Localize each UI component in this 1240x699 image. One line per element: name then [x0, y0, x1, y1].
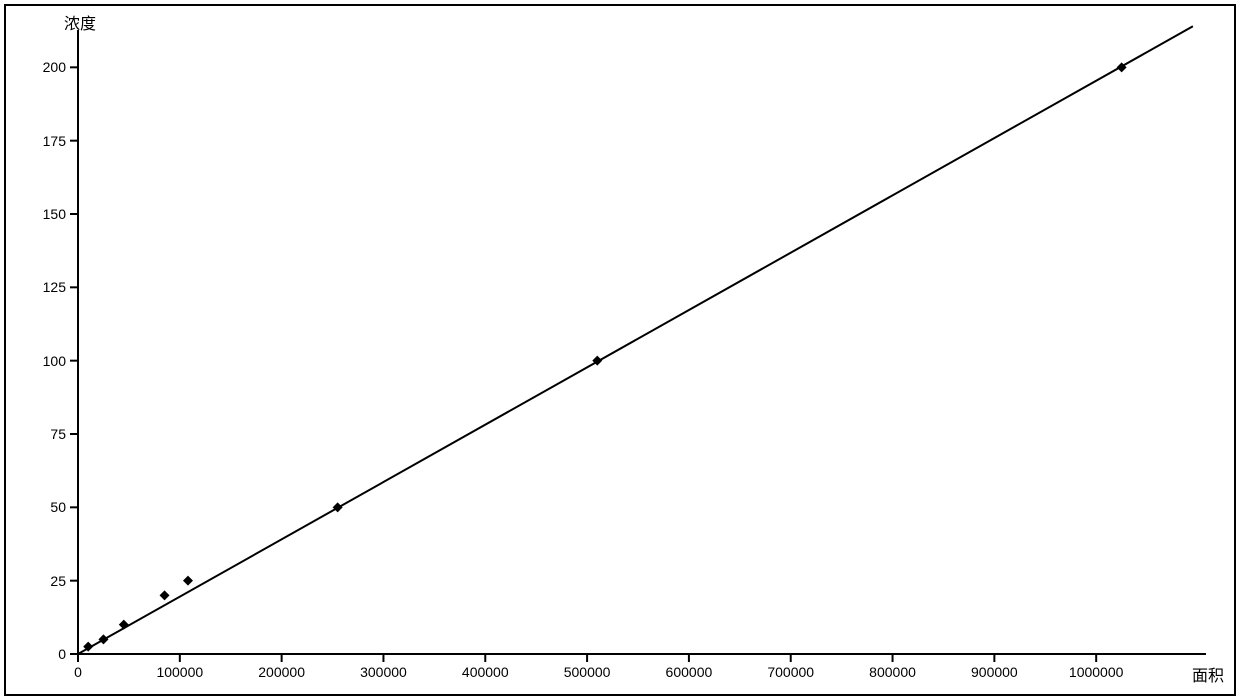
y-tick-label: 125	[43, 279, 66, 295]
x-tick-label: 0	[74, 664, 82, 680]
y-tick-label: 75	[50, 426, 66, 442]
x-tick-label: 300000	[360, 664, 407, 680]
data-point	[183, 576, 193, 586]
regression-line	[78, 26, 1193, 654]
data-point	[98, 634, 108, 644]
x-tick-label: 200000	[258, 664, 305, 680]
y-tick-label: 100	[43, 353, 66, 369]
x-tick-label: 500000	[564, 664, 611, 680]
data-point	[160, 590, 170, 600]
x-tick-label: 100000	[156, 664, 203, 680]
x-tick-label: 400000	[462, 664, 509, 680]
x-tick-label: 1000000	[1069, 664, 1124, 680]
y-axis-title: 浓度	[64, 10, 96, 34]
x-axis-title: 面积	[1192, 662, 1224, 686]
axes	[78, 30, 1206, 654]
x-tick-label: 800000	[869, 664, 916, 680]
y-tick-label: 0	[58, 646, 66, 662]
data-point	[119, 620, 129, 630]
y-tick-label: 50	[50, 499, 66, 515]
y-tick-label: 200	[43, 59, 66, 75]
x-tick-label: 900000	[971, 664, 1018, 680]
y-tick-label: 175	[43, 133, 66, 149]
y-tick-label: 25	[50, 573, 66, 589]
x-tick-label: 600000	[666, 664, 713, 680]
y-tick-label: 150	[43, 206, 66, 222]
calibration-scatter-chart	[0, 0, 1240, 699]
x-tick-label: 700000	[767, 664, 814, 680]
